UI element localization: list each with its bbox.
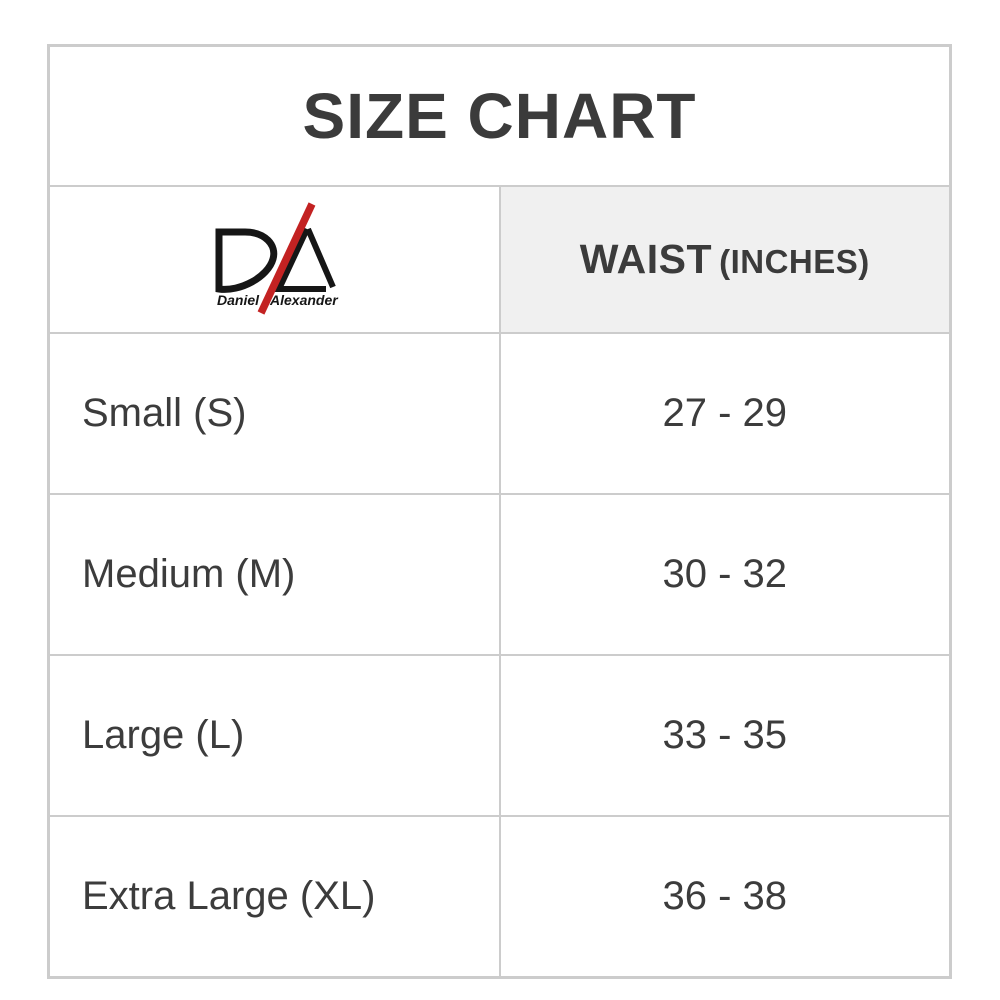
header-row: Daniel Alexander WAIST (INCHES) xyxy=(47,185,952,334)
logo-letter-d-icon xyxy=(215,228,278,293)
size-chart-title: SIZE CHART xyxy=(47,44,952,187)
table-row-large: Large (L) 33 - 35 xyxy=(47,654,952,817)
logo-word-alexander: Alexander xyxy=(269,292,339,308)
size-chart-table: SIZE CHART Daniel Alexander WAIST (INCHES… xyxy=(47,44,952,979)
logo-word-daniel: Daniel xyxy=(217,292,260,308)
size-label: Small (S) xyxy=(47,332,501,495)
waist-range: 27 - 29 xyxy=(498,332,952,495)
table-row-extra-large: Extra Large (XL) 36 - 38 xyxy=(47,815,952,979)
title-row: SIZE CHART xyxy=(47,44,952,187)
waist-header-label: WAIST xyxy=(579,236,713,282)
waist-header-unit: (INCHES) xyxy=(719,243,870,280)
waist-header-cell: WAIST (INCHES) xyxy=(498,185,952,334)
waist-range: 33 - 35 xyxy=(498,654,952,817)
waist-range: 30 - 32 xyxy=(498,493,952,656)
daniel-alexander-logo: Daniel Alexander xyxy=(215,201,339,315)
logo-letter-a-icon xyxy=(274,227,337,292)
waist-range: 36 - 38 xyxy=(498,815,952,979)
size-label: Medium (M) xyxy=(47,493,501,656)
table-row-medium: Medium (M) 30 - 32 xyxy=(47,493,952,656)
logo-red-slash-icon xyxy=(257,201,316,315)
size-label: Large (L) xyxy=(47,654,501,817)
brand-logo-cell: Daniel Alexander xyxy=(47,185,501,334)
table-row-small: Small (S) 27 - 29 xyxy=(47,332,952,495)
size-label: Extra Large (XL) xyxy=(47,815,501,979)
